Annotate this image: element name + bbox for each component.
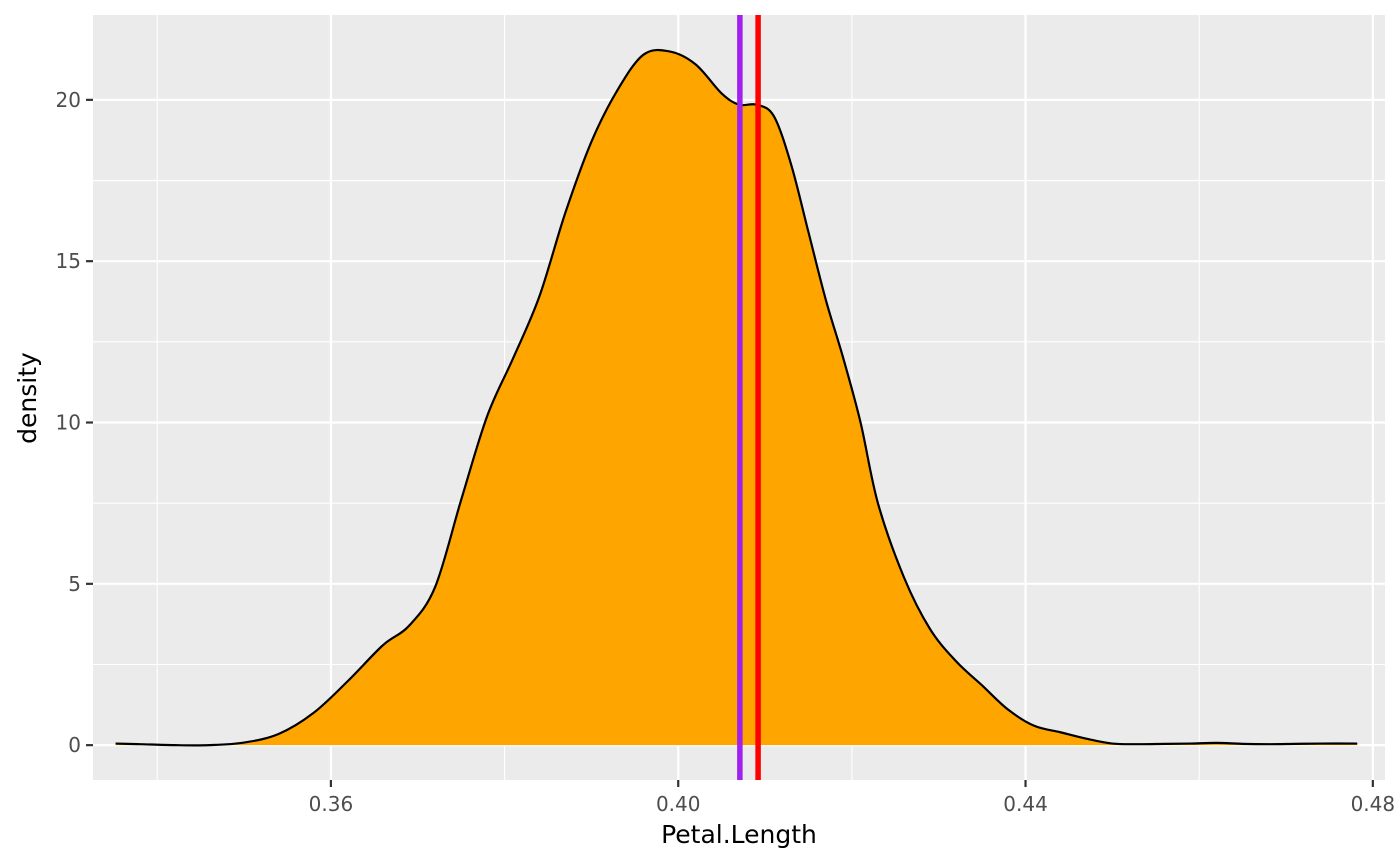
density-area [115, 50, 1358, 746]
y-axis-ticks: 0 5 10 15 20 [56, 88, 93, 757]
y-tick-label: 0 [68, 733, 81, 757]
x-axis-ticks: 0.36 0.40 0.44 0.48 [309, 780, 1395, 816]
y-tick-label: 15 [56, 249, 81, 273]
x-tick-label: 0.40 [656, 792, 701, 816]
density-outline [115, 48, 1358, 747]
y-tick-label: 5 [68, 572, 81, 596]
x-tick-label: 0.48 [1351, 792, 1396, 816]
y-axis-title: density [13, 352, 42, 444]
y-tick-label: 10 [56, 411, 81, 435]
x-tick-label: 0.44 [1003, 792, 1048, 816]
x-tick-label: 0.36 [309, 792, 354, 816]
reference-lines [737, 15, 761, 780]
x-axis-title: Petal.Length [661, 820, 817, 849]
y-tick-label: 20 [56, 88, 81, 112]
